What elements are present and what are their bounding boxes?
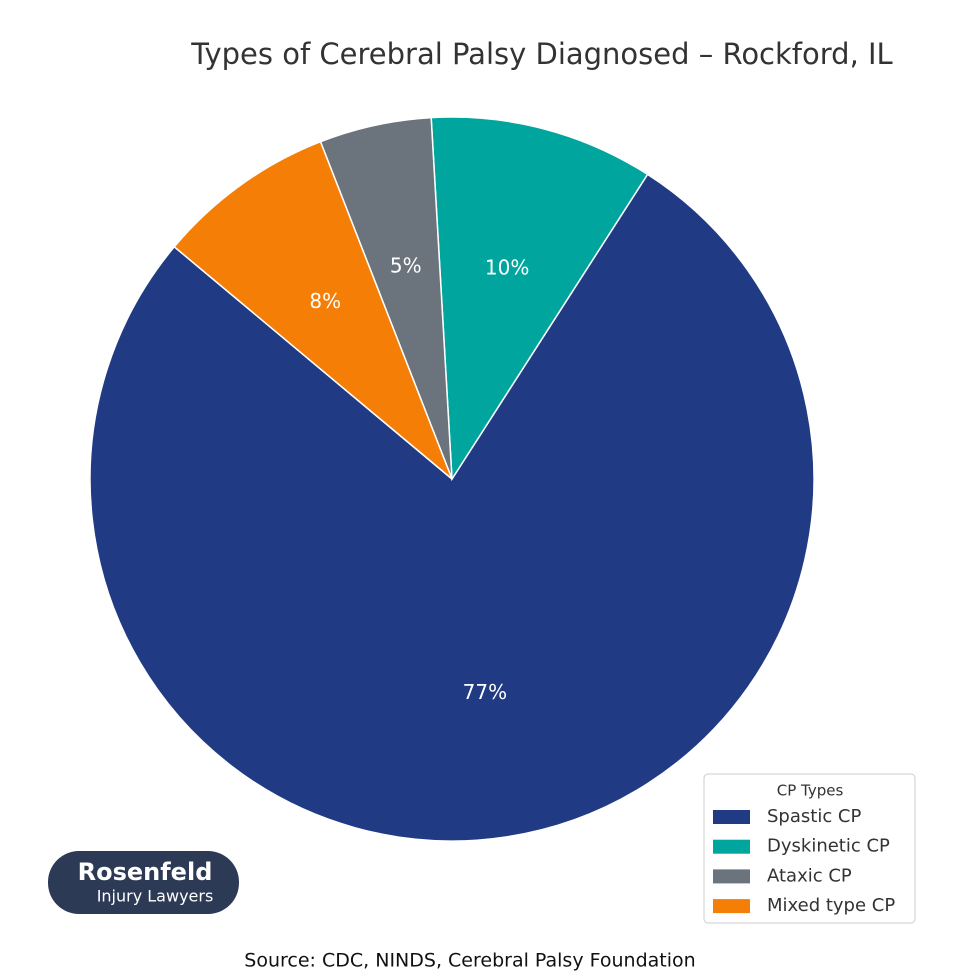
legend-box bbox=[703, 773, 916, 924]
legend-title: CP Types bbox=[777, 782, 844, 800]
legend-swatch bbox=[713, 899, 750, 914]
legend: CP Types Spastic CP Dyskinetic CP Ataxic C… bbox=[703, 773, 916, 924]
legend-label: Mixed type CP bbox=[767, 895, 895, 916]
value-label: 10% bbox=[485, 255, 529, 279]
logo-tagline: Injury Lawyers bbox=[97, 887, 214, 906]
legend-label: Spastic CP bbox=[767, 806, 862, 827]
legend-swatch bbox=[713, 869, 750, 884]
legend-swatch bbox=[713, 839, 750, 854]
chart-title: Types of Cerebral Palsy Diagnosed – Rock… bbox=[190, 37, 892, 71]
value-label: 77% bbox=[463, 680, 507, 704]
pie-slice bbox=[89, 173, 815, 842]
logo: Rosenfeld Injury Lawyers bbox=[48, 851, 239, 914]
source-note: Source: CDC, NINDS, Cerebral Palsy Found… bbox=[244, 950, 695, 972]
value-label: 8% bbox=[309, 289, 341, 313]
logo-name: Rosenfeld bbox=[78, 858, 213, 886]
legend-swatch bbox=[713, 810, 750, 824]
value-label: 5% bbox=[390, 253, 422, 277]
legend-label: Ataxic CP bbox=[767, 865, 852, 886]
pie-slice bbox=[430, 116, 649, 482]
pie-slice bbox=[173, 140, 453, 480]
legend-label: Dyskinetic CP bbox=[767, 836, 890, 857]
logo-badge bbox=[48, 851, 239, 914]
pie: 77% 10% 5% 8% bbox=[89, 116, 815, 842]
